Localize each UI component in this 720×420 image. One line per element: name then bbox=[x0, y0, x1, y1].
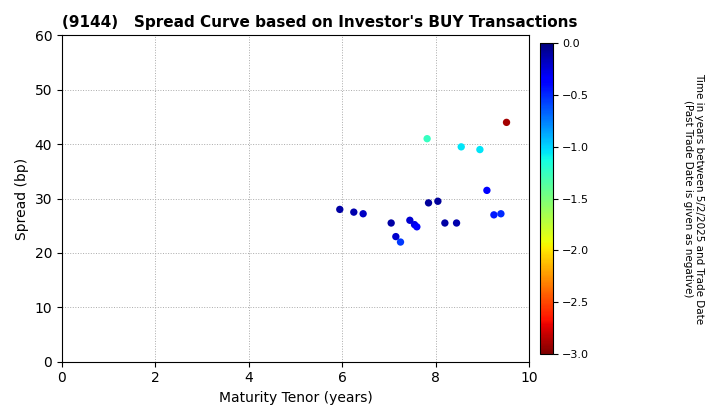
Y-axis label: Spread (bp): Spread (bp) bbox=[15, 158, 29, 239]
Point bbox=[432, 198, 444, 205]
Point bbox=[357, 210, 369, 217]
Point bbox=[348, 209, 359, 215]
Y-axis label: Time in years between 5/2/2025 and Trade Date
(Past Trade Date is given as negat: Time in years between 5/2/2025 and Trade… bbox=[683, 73, 704, 324]
X-axis label: Maturity Tenor (years): Maturity Tenor (years) bbox=[219, 391, 372, 405]
Point bbox=[481, 187, 492, 194]
Point bbox=[390, 233, 402, 240]
Point bbox=[488, 212, 500, 218]
Point bbox=[495, 210, 507, 217]
Point bbox=[501, 119, 513, 126]
Point bbox=[439, 220, 451, 226]
Point bbox=[334, 206, 346, 213]
Point bbox=[474, 146, 486, 153]
Point bbox=[385, 220, 397, 226]
Point bbox=[423, 200, 434, 206]
Point bbox=[395, 239, 406, 245]
Point bbox=[421, 135, 433, 142]
Point bbox=[451, 220, 462, 226]
Point bbox=[456, 144, 467, 150]
Point bbox=[404, 217, 415, 223]
Point bbox=[409, 221, 420, 228]
Point bbox=[411, 223, 423, 230]
Text: (9144)   Spread Curve based on Investor's BUY Transactions: (9144) Spread Curve based on Investor's … bbox=[62, 15, 577, 30]
